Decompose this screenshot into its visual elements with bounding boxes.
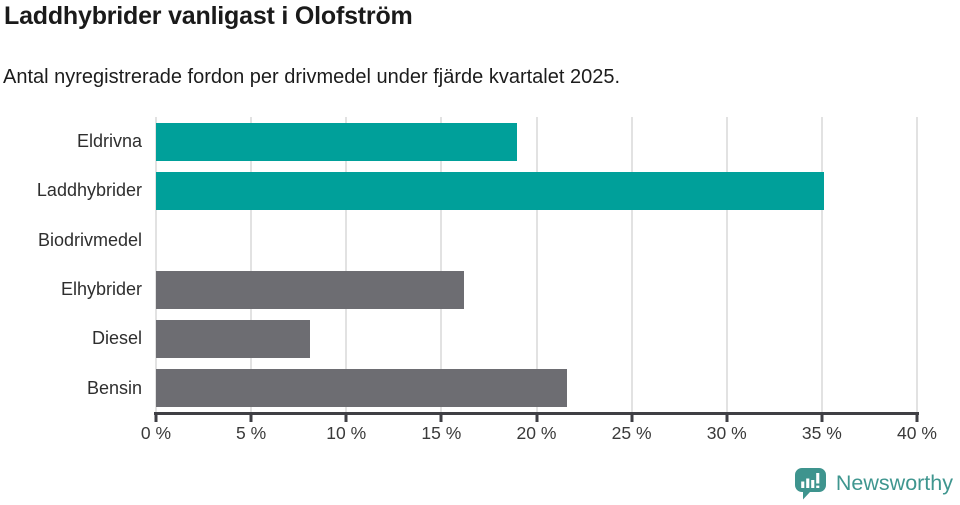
x-tick-label-40: 40 % [897, 423, 937, 443]
bar-eldrivna [156, 122, 518, 161]
brand-footer: Newsworthy [794, 467, 953, 500]
x-tick-15 [439, 415, 443, 422]
x-tick-30 [725, 415, 729, 422]
x-tick-label-25: 25 % [611, 423, 652, 443]
gridline-35 [820, 117, 823, 413]
gridline-10 [345, 117, 348, 413]
newsworthy-logo-icon [794, 468, 826, 500]
x-tick-25 [630, 415, 634, 422]
gridline-15 [440, 117, 443, 413]
x-tick-label-15: 15 % [421, 423, 462, 443]
x-tick-10 [344, 415, 348, 422]
bar-elhybrider [156, 270, 465, 309]
x-tick-label-0: 0 % [140, 423, 172, 443]
gridline-0 [155, 117, 157, 413]
x-tick-5 [249, 415, 253, 422]
gridline-5 [250, 117, 253, 413]
y-axis-label-laddhybrider: Laddhybrider [36, 180, 142, 201]
x-tick-label-10: 10 % [326, 423, 367, 443]
y-axis-label-eldrivna: Eldrivna [76, 131, 142, 152]
gridline-30 [725, 117, 728, 413]
bar-bensin [156, 369, 567, 408]
gridline-25 [630, 117, 633, 413]
y-axis-label-diesel: Diesel [91, 328, 142, 349]
bar-diesel [156, 320, 311, 358]
x-tick-0 [154, 415, 158, 422]
x-axis-line [154, 412, 919, 415]
y-axis-label-bensin: Bensin [86, 377, 142, 398]
brand-name: Newsworthy [835, 471, 953, 495]
y-axis-label-elhybrider: Elhybrider [60, 279, 142, 300]
x-tick-label-35: 35 % [801, 423, 842, 443]
plot-area [155, 117, 918, 413]
gridline-40 [916, 117, 918, 413]
chart-title: Laddhybrider vanligast i Olofström [4, 2, 413, 30]
x-tick-label-5: 5 % [236, 423, 267, 443]
chart-subtitle: Antal nyregistrerade fordon per drivmede… [3, 66, 621, 88]
x-tick-label-20: 20 % [516, 423, 557, 443]
y-axis-label-biodrivmedel: Biodrivmedel [37, 229, 142, 250]
y-axis-labels: Eldrivna Laddhybrider Biodrivmedel Elhybrid… [0, 117, 142, 413]
x-tick-40 [915, 415, 919, 422]
logo-bars [801, 473, 820, 488]
x-tick-35 [820, 415, 824, 422]
bar-laddhybrider [156, 172, 824, 210]
x-tick-20 [535, 415, 538, 422]
x-tick-label-30: 30 % [706, 423, 747, 443]
gridline-20 [535, 117, 538, 413]
